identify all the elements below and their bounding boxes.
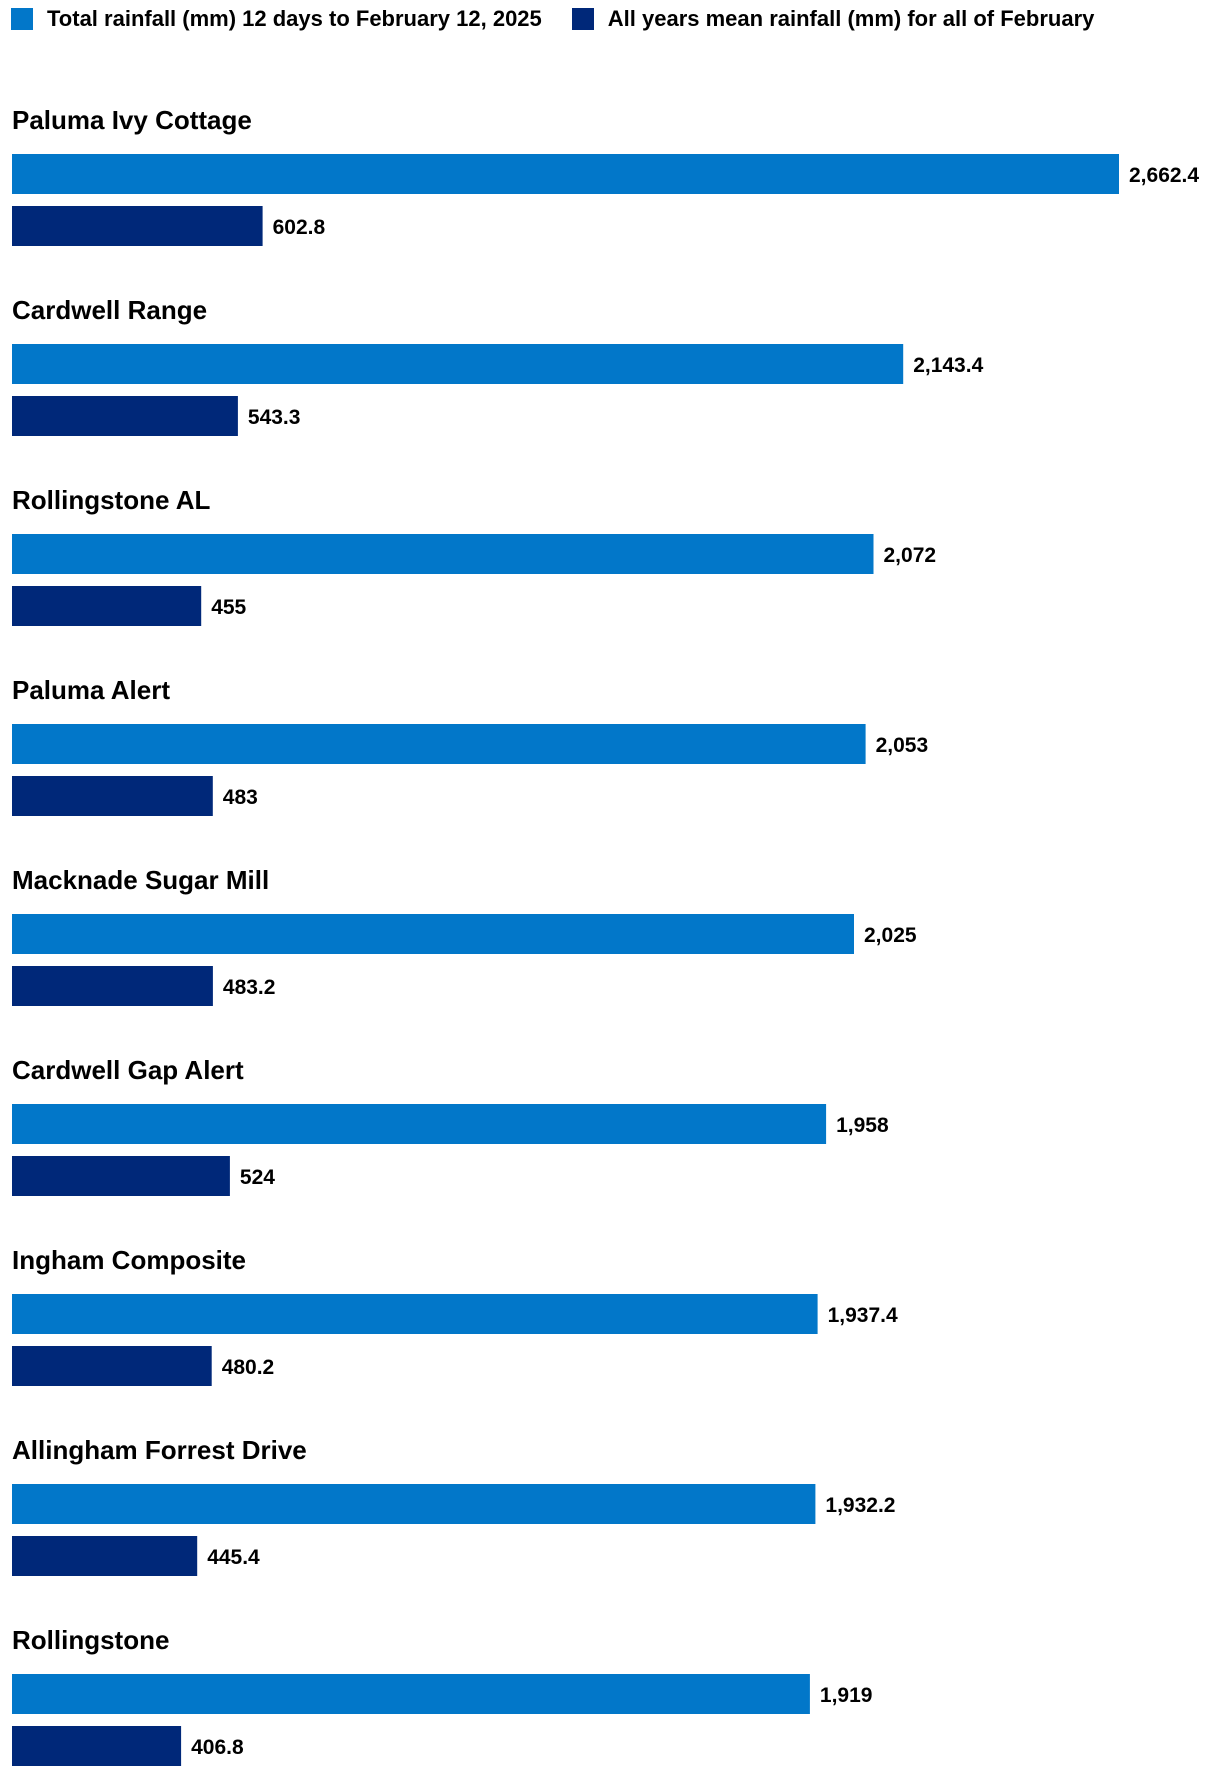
category-label: Allingham Forrest Drive (12, 1435, 307, 1465)
bar-total-paluma-ivy-cottage (12, 154, 1119, 194)
value-label-total-rollingstone: 1,919 (820, 1684, 873, 1707)
value-label-mean-macknade-sugar-mill: 483.2 (223, 976, 276, 999)
value-label-mean-paluma-alert: 483 (223, 786, 258, 809)
bar-total-allingham-forrest-drive (12, 1484, 816, 1524)
category-group-macknade-sugar-mill: Macknade Sugar Mill 2,025 483.2 (12, 865, 917, 1006)
bar-total-rollingstone-al (12, 534, 874, 574)
value-label-total-paluma-alert: 2,053 (876, 734, 929, 757)
value-label-mean-rollingstone: 406.8 (191, 1736, 244, 1759)
bar-mean-macknade-sugar-mill (12, 966, 213, 1006)
category-label: Rollingstone AL (12, 485, 210, 515)
bar-mean-rollingstone-al (12, 586, 202, 626)
category-label: Macknade Sugar Mill (12, 865, 269, 895)
bar-total-macknade-sugar-mill (12, 914, 854, 954)
category-label: Paluma Alert (12, 675, 170, 705)
value-label-total-cardwell-gap-alert: 1,958 (836, 1114, 889, 1137)
category-group-cardwell-range: Cardwell Range 2,143.4 543.3 (12, 295, 984, 436)
value-label-mean-rollingstone-al: 455 (211, 596, 246, 619)
bar-total-paluma-alert (12, 724, 866, 764)
bar-mean-allingham-forrest-drive (12, 1536, 198, 1576)
bar-mean-ingham-composite (12, 1346, 212, 1386)
bar-mean-rollingstone (12, 1726, 182, 1766)
value-label-total-rollingstone-al: 2,072 (884, 544, 937, 567)
legend-label-total-rainfall: Total rainfall (mm) 12 days to February … (47, 6, 542, 31)
category-label: Paluma Ivy Cottage (12, 105, 252, 135)
category-group-paluma-ivy-cottage: Paluma Ivy Cottage 2,662.4 602.8 (12, 105, 1199, 246)
value-label-total-paluma-ivy-cottage: 2,662.4 (1129, 164, 1199, 187)
value-label-mean-allingham-forrest-drive: 445.4 (207, 1546, 260, 1569)
bar-total-rollingstone (12, 1674, 810, 1714)
category-group-allingham-forrest-drive: Allingham Forrest Drive 1,932.2 445.4 (12, 1435, 895, 1576)
category-label: Cardwell Gap Alert (12, 1055, 244, 1085)
bar-mean-cardwell-range (12, 396, 238, 436)
bar-total-ingham-composite (12, 1294, 818, 1334)
value-label-total-macknade-sugar-mill: 2,025 (864, 924, 917, 947)
bar-mean-cardwell-gap-alert (12, 1156, 230, 1196)
value-label-total-cardwell-range: 2,143.4 (913, 354, 983, 377)
legend-item-total-rainfall: Total rainfall (mm) 12 days to February … (11, 6, 542, 32)
value-label-mean-cardwell-gap-alert: 524 (240, 1166, 275, 1189)
category-group-cardwell-gap-alert: Cardwell Gap Alert 1,958 524 (12, 1055, 889, 1196)
bar-mean-paluma-ivy-cottage (12, 206, 263, 246)
value-label-mean-paluma-ivy-cottage: 602.8 (273, 216, 326, 239)
legend-swatch-mean-rainfall (571, 8, 594, 30)
category-group-paluma-alert: Paluma Alert 2,053 483 (12, 675, 928, 816)
value-label-total-ingham-composite: 1,937.4 (828, 1304, 898, 1327)
bar-total-cardwell-gap-alert (12, 1104, 827, 1144)
chart-legend: Total rainfall (mm) 12 days to February … (11, 6, 1124, 32)
category-label: Rollingstone (12, 1625, 169, 1655)
category-group-ingham-composite: Ingham Composite 1,937.4 480.2 (12, 1245, 898, 1386)
value-label-total-allingham-forrest-drive: 1,932.2 (825, 1494, 895, 1517)
category-label: Cardwell Range (12, 295, 207, 325)
category-label: Ingham Composite (12, 1245, 246, 1275)
legend-swatch-total-rainfall (11, 8, 33, 30)
category-group-rollingstone-al: Rollingstone AL 2,072 455 (12, 485, 936, 626)
value-label-mean-cardwell-range: 543.3 (248, 406, 301, 429)
legend-item-mean-rainfall: All years mean rainfall (mm) for all of … (571, 6, 1095, 32)
legend-label-mean-rainfall: All years mean rainfall (mm) for all of … (607, 6, 1095, 31)
bar-mean-paluma-alert (12, 776, 213, 816)
value-label-mean-ingham-composite: 480.2 (222, 1356, 275, 1379)
bar-total-cardwell-range (12, 344, 904, 384)
category-group-rollingstone: Rollingstone 1,919 406.8 (12, 1625, 872, 1766)
